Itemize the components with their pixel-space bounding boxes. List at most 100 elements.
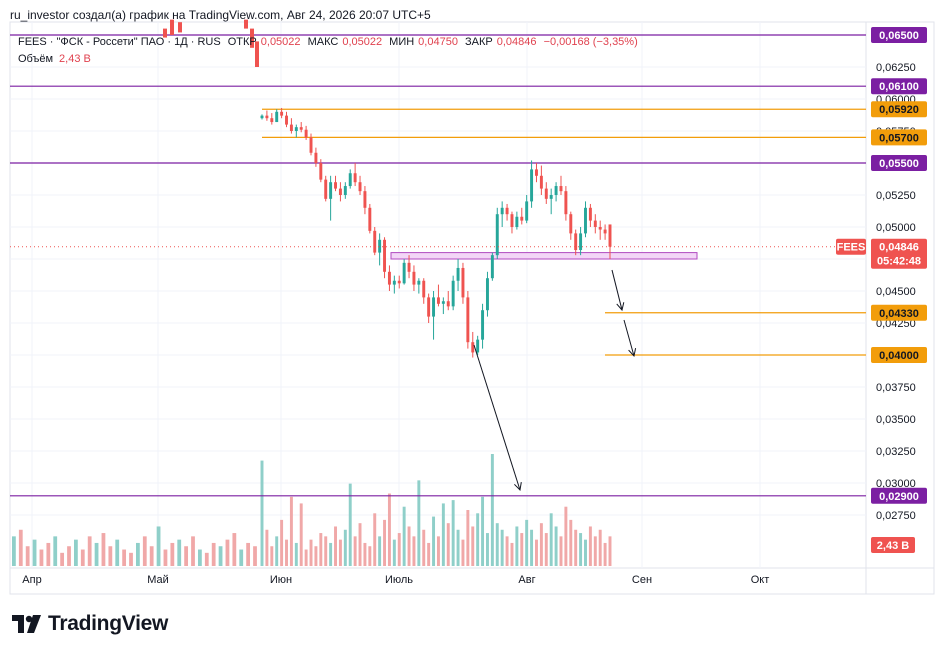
chart-frame — [9, 21, 935, 595]
x-tick-label: Апр — [22, 574, 41, 586]
candle-body — [265, 115, 269, 119]
y-tick-label: 0,03500 — [876, 414, 916, 426]
volume-bar — [324, 536, 328, 566]
candle-body — [178, 22, 182, 33]
candle-body — [593, 220, 597, 227]
level-badge-label: 0,05920 — [879, 104, 919, 116]
arrow-to-04330 — [611, 269, 623, 311]
candle-body — [275, 111, 279, 123]
volume-bar — [239, 549, 244, 566]
y-tick-label: 0,03000 — [876, 478, 916, 490]
level-badge-label: 0,06500 — [879, 30, 919, 42]
volume-bar — [584, 539, 587, 566]
candle-body — [334, 182, 337, 189]
symbol-badge-label: FEES — [837, 242, 866, 254]
volume-bar — [485, 533, 489, 566]
candle-body — [378, 239, 382, 253]
volume-bar — [232, 533, 237, 566]
volume-bar — [593, 536, 597, 566]
volume-badge-label: 2,43 B — [877, 540, 909, 552]
level-badge-label: 0,05700 — [879, 132, 919, 144]
candle-body — [539, 175, 543, 189]
volume-bar — [520, 533, 524, 566]
volume-bar — [204, 552, 209, 566]
candle-body — [417, 280, 421, 285]
candle-body — [441, 301, 445, 304]
y-tick-label: 0,03250 — [876, 446, 916, 458]
volume-bar — [471, 526, 475, 566]
candle-body — [170, 19, 174, 35]
volume-bar — [588, 526, 592, 566]
volume-bar — [461, 539, 465, 566]
x-tick-label: Июн — [270, 574, 292, 586]
volume-bar — [129, 552, 133, 566]
candle-body — [427, 297, 431, 317]
candle-body — [584, 207, 587, 234]
candle-body — [476, 339, 480, 353]
legend-close-label: ЗАКР — [465, 36, 493, 48]
candle-body — [525, 201, 529, 221]
candle-body — [319, 163, 323, 180]
candle-body — [353, 173, 357, 183]
candle-body — [255, 41, 259, 67]
volume-bar — [525, 519, 529, 566]
ohlc-legend: FEES · "ФСК - Россети" ПАО · 1Д · RUS ОТ… — [18, 36, 642, 48]
candle-body — [324, 179, 328, 199]
volume-bar — [170, 542, 175, 566]
volume-bar — [314, 546, 318, 566]
x-tick-label: Окт — [751, 574, 770, 586]
volume-bar — [402, 506, 406, 566]
candle-body — [544, 188, 548, 199]
volume-bar — [156, 526, 161, 566]
volume-bar — [149, 546, 154, 566]
candle-body — [535, 169, 538, 176]
candle-body — [461, 267, 465, 298]
candle-body — [294, 127, 298, 131]
x-tick-label: Сен — [632, 574, 652, 586]
chart-credit: ru_investor создал(а) график на TradingV… — [10, 8, 431, 22]
volume-bar — [466, 510, 470, 566]
volume-bar — [265, 529, 269, 566]
candle-body — [451, 280, 455, 307]
volume-bar — [280, 519, 284, 566]
arrow-to-04000-head — [628, 348, 637, 358]
candle-body — [338, 188, 342, 195]
volume-bar — [74, 539, 78, 566]
volume-bar — [378, 536, 382, 566]
candle-body — [432, 297, 436, 317]
volume-bar — [115, 539, 120, 566]
level-badge — [871, 101, 927, 118]
candle-body — [163, 28, 167, 38]
y-tick-label: 0,04500 — [876, 286, 916, 298]
volume-bar — [564, 506, 568, 566]
volume-bar — [598, 529, 602, 566]
candle-body — [387, 271, 391, 285]
volume-bar — [363, 542, 367, 566]
countdown-label: 05:42:48 — [877, 256, 921, 268]
volume-bar — [495, 523, 499, 566]
volume-bar — [446, 523, 450, 566]
legend-symbol: FEES · "ФСК - Россети" ПАО · 1Д · RUS — [18, 36, 221, 48]
tradingview-logo[interactable]: TradingView — [12, 612, 168, 636]
volume-bar — [603, 542, 607, 566]
volume-bar — [32, 539, 37, 566]
volume-bar — [289, 496, 293, 566]
candle-body — [588, 207, 592, 221]
legend-low-label: МИН — [389, 36, 415, 48]
volume-bar — [191, 536, 195, 566]
y-tick-label: 0,05250 — [876, 190, 916, 202]
volume-bar — [358, 523, 362, 566]
volume-bar — [253, 546, 257, 566]
legend-high-label: МАКС — [307, 36, 339, 48]
volume-bar — [334, 526, 337, 566]
volume-bar — [329, 542, 333, 566]
level-badge-label: 0,06100 — [879, 81, 919, 93]
volume-bar — [18, 529, 23, 566]
candle-body — [598, 227, 602, 230]
volume-bar — [510, 542, 514, 566]
candle-body — [373, 230, 377, 253]
volume-bar — [142, 536, 147, 566]
volume-bar — [451, 500, 455, 566]
volume-bar — [574, 529, 578, 566]
